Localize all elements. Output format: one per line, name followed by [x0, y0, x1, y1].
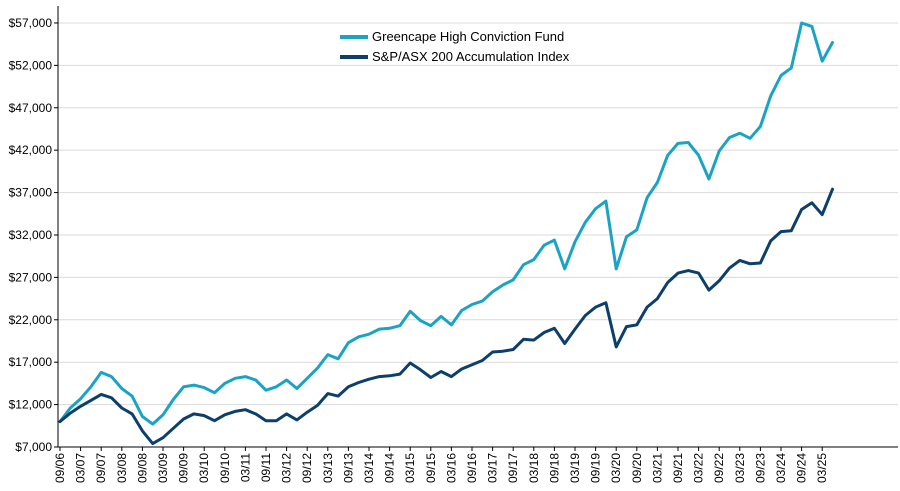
series-lines	[58, 21, 834, 446]
legend-item-index: S&P/ASX 200 Accumulation Index	[340, 49, 570, 64]
y-tick-label: $22,000	[9, 313, 53, 327]
y-tick-label: $12,000	[9, 398, 53, 412]
legend: Greencape High Conviction Fund S&P/ASX 2…	[340, 29, 570, 64]
x-tick-label: 03/13	[321, 453, 335, 483]
x-tick-label: 03/20	[609, 453, 623, 483]
legend-label-fund: Greencape High Conviction Fund	[372, 29, 564, 44]
series-line-fund	[58, 21, 834, 426]
x-tick-label: 03/15	[403, 453, 417, 483]
x-tick-label: 03/09	[156, 453, 170, 483]
x-tick-label: 09/07	[94, 453, 108, 483]
y-tick-label: $52,000	[9, 58, 53, 72]
y-tick-label: $37,000	[9, 186, 53, 200]
x-tick-label: 09/23	[753, 453, 767, 483]
y-axis-ticks: $7,000 $12,000 $17,000 $22,000 $27,000 $32,00…	[9, 16, 58, 454]
x-tick-label: 03/18	[527, 453, 541, 483]
x-tick-label: 09/14	[383, 453, 397, 483]
y-tick-label: $42,000	[9, 143, 53, 157]
y-tick-label: $47,000	[9, 101, 53, 115]
x-tick-label: 09/08	[135, 453, 149, 483]
x-axis-ticks: 09/06 03/07 09/07 03/08 09/08 03/09 09/09 03/10…	[53, 447, 829, 483]
x-tick-label: 03/25	[815, 453, 829, 483]
y-tick-label: $17,000	[9, 355, 53, 369]
x-tick-label: 03/19	[568, 453, 582, 483]
x-tick-label: 03/11	[238, 453, 252, 482]
legend-label-index: S&P/ASX 200 Accumulation Index	[372, 49, 570, 64]
x-tick-label: 09/13	[341, 453, 355, 483]
x-tick-label: 09/06	[53, 453, 67, 483]
x-tick-label: 03/12	[280, 453, 294, 483]
x-tick-label: 03/10	[197, 453, 211, 483]
y-tick-label: $32,000	[9, 228, 53, 242]
x-tick-label: 03/24	[774, 453, 788, 483]
x-tick-label: 03/17	[486, 453, 500, 483]
x-tick-label: 09/24	[795, 453, 809, 483]
x-tick-label: 09/17	[506, 453, 520, 483]
x-tick-label: 09/22	[712, 453, 726, 483]
y-tick-label: $27,000	[9, 270, 53, 284]
x-tick-label: 03/23	[733, 453, 747, 483]
axes	[57, 6, 898, 448]
x-tick-label: 03/07	[74, 453, 88, 483]
x-tick-label: 09/10	[218, 453, 232, 483]
x-tick-label: 09/21	[671, 453, 685, 483]
x-tick-label: 09/18	[547, 453, 561, 483]
x-tick-label: 09/16	[465, 453, 479, 483]
x-tick-label: 03/22	[692, 453, 706, 483]
x-tick-label: 09/20	[630, 453, 644, 483]
y-tick-label: $57,000	[9, 16, 53, 30]
x-tick-label: 09/19	[589, 453, 603, 483]
series-line-index	[58, 187, 834, 446]
x-tick-label: 03/08	[115, 453, 129, 483]
x-tick-label: 09/09	[177, 453, 191, 483]
x-tick-label: 09/12	[300, 453, 314, 483]
y-tick-label: $7,000	[15, 440, 52, 454]
x-tick-label: 03/16	[444, 453, 458, 483]
x-tick-label: 03/21	[650, 453, 664, 483]
x-tick-label: 03/14	[362, 453, 376, 483]
x-tick-label: 09/15	[424, 453, 438, 483]
x-tick-label: 09/11	[259, 453, 273, 482]
gridlines	[58, 22, 898, 448]
legend-item-fund: Greencape High Conviction Fund	[340, 29, 564, 44]
